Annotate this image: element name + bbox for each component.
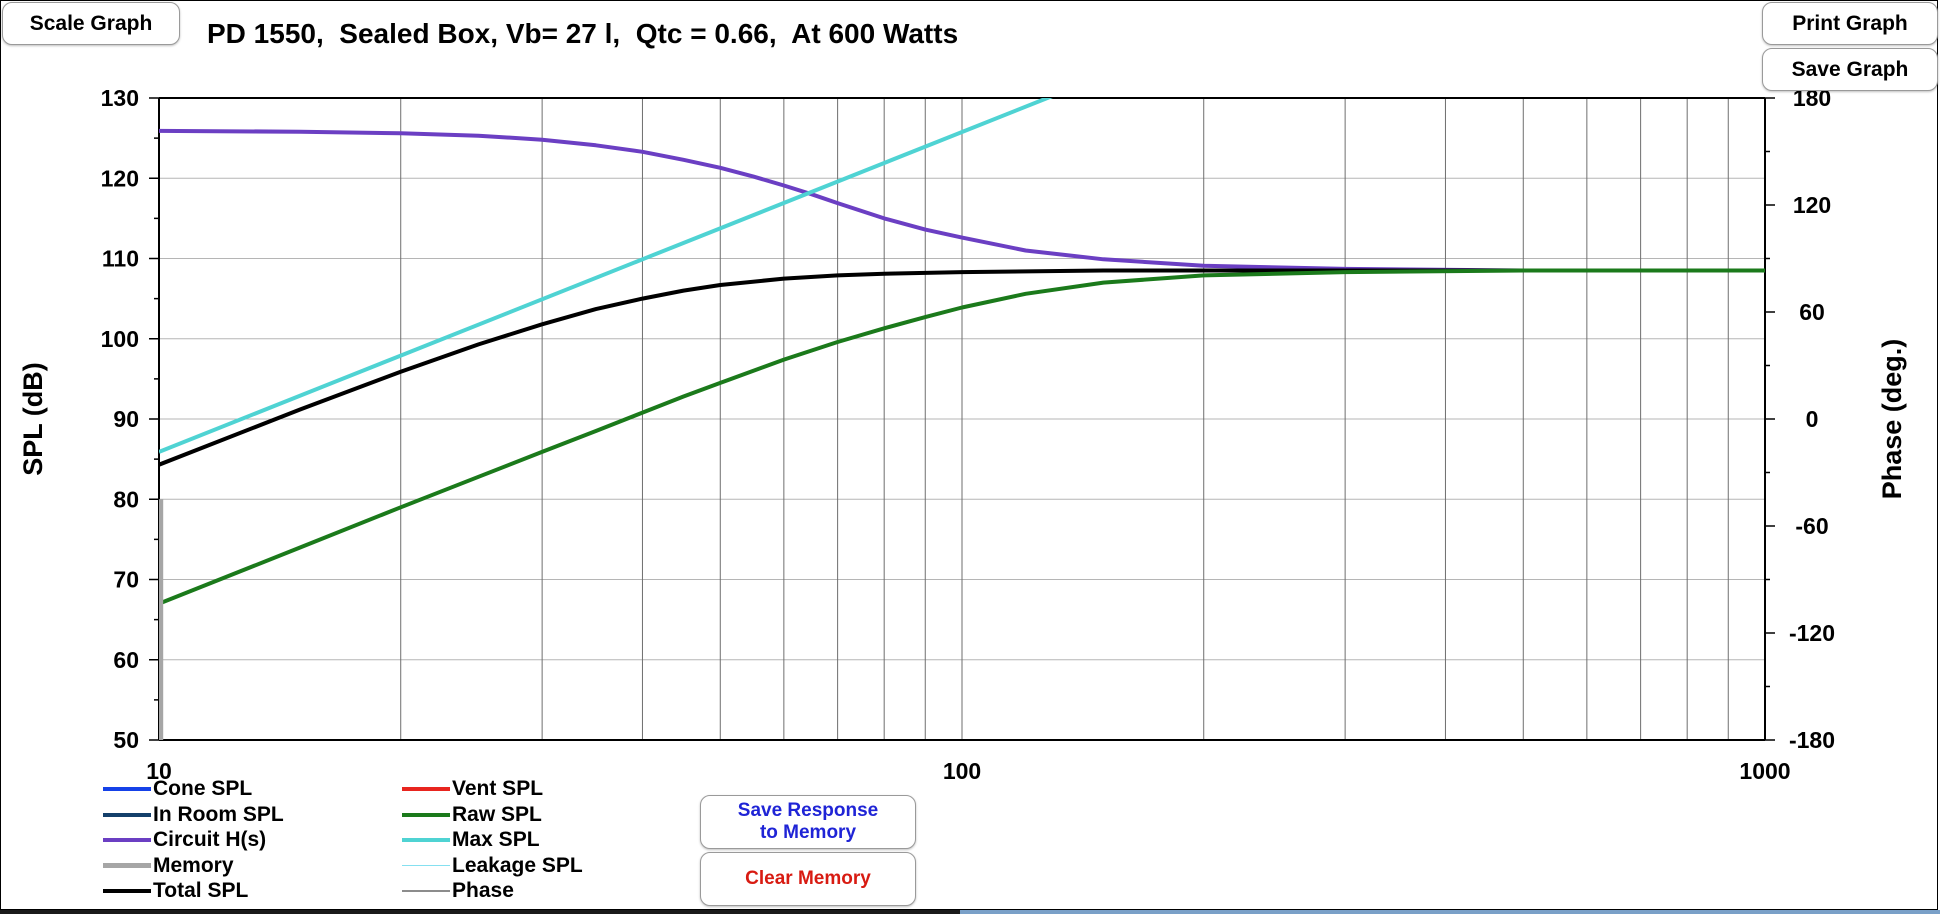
- legend-item: Cone SPL: [103, 776, 252, 802]
- scale-graph-button[interactable]: Scale Graph: [2, 2, 180, 45]
- legend-swatch: [402, 812, 450, 817]
- y2-axis-title: Phase (deg.): [1877, 339, 1907, 500]
- graph-title: PD 1550, Sealed Box, Vb= 27 l, Qtc = 0.6…: [207, 18, 959, 49]
- save-graph-button[interactable]: Save Graph: [1762, 48, 1938, 91]
- y-tick-label: 90: [113, 406, 139, 432]
- series-line-raw-spl: [159, 268, 1765, 606]
- x-tick-label: 10: [146, 758, 172, 784]
- legend-label: Total SPL: [153, 879, 249, 902]
- clear-memory-button[interactable]: Clear Memory: [700, 852, 916, 906]
- legend-label: In Room SPL: [153, 802, 284, 826]
- y-tick-label: 80: [113, 486, 139, 512]
- y2-tick-label: -120: [1789, 620, 1835, 646]
- y-tick-label: 50: [113, 727, 139, 753]
- y2-tick-label: 60: [1799, 299, 1825, 325]
- legend-label: Max SPL: [452, 828, 540, 851]
- save-response-label-line1: Save Response: [737, 800, 879, 821]
- y2-tick-label: 120: [1793, 192, 1831, 218]
- legend-item: Circuit H(s): [103, 827, 266, 853]
- y-tick-label: 60: [113, 647, 139, 673]
- legend-item: Leakage SPL: [402, 853, 583, 879]
- x-tick-label: 100: [943, 758, 981, 784]
- legend-label: Raw SPL: [452, 802, 542, 826]
- legend-swatch: [402, 838, 450, 842]
- series-line-total-spl: [159, 268, 1765, 467]
- x-tick-label: 1000: [1739, 758, 1790, 784]
- legend-swatch: [103, 863, 151, 868]
- legend-item: Memory: [103, 853, 234, 879]
- y-tick-label: 110: [102, 246, 139, 272]
- series-line-circuit-h-s: [159, 128, 1765, 273]
- legend-label: Vent SPL: [452, 777, 544, 800]
- legend-swatch: [103, 889, 151, 893]
- y2-tick-label: -60: [1795, 513, 1828, 539]
- legend-item: Total SPL: [103, 878, 248, 904]
- y2-tick-label: -180: [1789, 727, 1835, 753]
- save-response-label-line2: to Memory: [759, 822, 857, 843]
- y-tick-label: 120: [101, 165, 139, 191]
- bottom-border-strip-blue: [960, 910, 1940, 914]
- legend-swatch: [402, 890, 450, 892]
- legend-item: Phase: [402, 878, 514, 904]
- series-line-max-spl: [159, 98, 1053, 454]
- y-axis-title: SPL (dB): [18, 362, 48, 476]
- legend-label: Memory: [153, 853, 234, 877]
- legend-swatch: [402, 787, 450, 791]
- y-tick-label: 130: [101, 85, 139, 111]
- legend-item: Max SPL: [402, 827, 540, 853]
- legend-label: Cone SPL: [153, 777, 253, 800]
- legend-item: Vent SPL: [402, 776, 543, 802]
- y-tick-label: 70: [113, 567, 139, 593]
- y-tick-label: 100: [101, 326, 139, 352]
- legend-label: Phase: [452, 879, 514, 902]
- legend-swatch: [402, 865, 450, 866]
- legend-swatch: [103, 787, 151, 791]
- legend-item: In Room SPL: [103, 802, 284, 828]
- y2-tick-label: 0: [1806, 406, 1819, 432]
- print-graph-button[interactable]: Print Graph: [1762, 2, 1938, 45]
- legend-label: Circuit H(s): [153, 828, 267, 851]
- legend-label: Leakage SPL: [452, 853, 583, 877]
- save-response-to-memory-button[interactable]: Save Response to Memory: [700, 795, 916, 849]
- legend-swatch: [103, 838, 151, 842]
- legend-swatch: [103, 812, 151, 817]
- legend-item: Raw SPL: [402, 802, 542, 828]
